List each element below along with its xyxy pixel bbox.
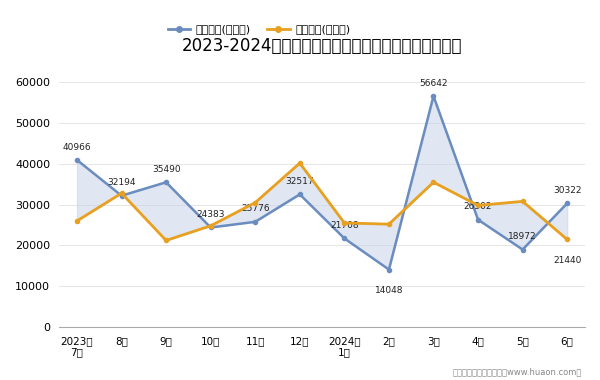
- Text: 24383: 24383: [196, 210, 225, 219]
- Text: 制图：华经产业研究院（www.huaon.com）: 制图：华经产业研究院（www.huaon.com）: [452, 367, 582, 376]
- Text: 21708: 21708: [330, 221, 359, 230]
- Line: 进口总额(万美元): 进口总额(万美元): [75, 161, 569, 242]
- Text: 40966: 40966: [62, 142, 91, 152]
- 进口总额(万美元): [341, 221, 348, 225]
- 进口总额(万美元): [163, 238, 170, 243]
- Line: 出口总额(万美元): 出口总额(万美元): [75, 94, 569, 272]
- Text: 32194: 32194: [107, 178, 136, 187]
- 出口总额(万美元): [519, 247, 526, 252]
- Text: 30322: 30322: [553, 186, 581, 195]
- 进口总额(万美元): [296, 161, 304, 165]
- 出口总额(万美元): [73, 158, 80, 162]
- 进口总额(万美元): [73, 218, 80, 223]
- Title: 2023-2024年哈尔滨市商品收发货人所在地进、出口额: 2023-2024年哈尔滨市商品收发货人所在地进、出口额: [182, 37, 463, 55]
- Legend: 出口总额(万美元), 进口总额(万美元): 出口总额(万美元), 进口总额(万美元): [163, 20, 355, 39]
- 出口总额(万美元): [563, 201, 571, 206]
- 出口总额(万美元): [163, 180, 170, 185]
- Text: 25776: 25776: [241, 204, 269, 214]
- 出口总额(万美元): [430, 94, 437, 98]
- Text: 14048: 14048: [374, 286, 403, 295]
- Text: 32517: 32517: [286, 177, 314, 186]
- 进口总额(万美元): [563, 237, 571, 242]
- 进口总额(万美元): [430, 180, 437, 185]
- 出口总额(万美元): [251, 220, 259, 224]
- 进口总额(万美元): [475, 203, 482, 208]
- Text: 56642: 56642: [419, 79, 448, 88]
- Text: 26302: 26302: [464, 202, 492, 211]
- Text: 21440: 21440: [553, 256, 581, 265]
- 进口总额(万美元): [118, 191, 125, 195]
- 出口总额(万美元): [296, 192, 304, 197]
- 出口总额(万美元): [385, 267, 392, 272]
- 出口总额(万美元): [207, 225, 214, 230]
- 进口总额(万美元): [519, 199, 526, 204]
- 出口总额(万美元): [341, 236, 348, 241]
- Text: 35490: 35490: [152, 165, 181, 174]
- 进口总额(万美元): [385, 222, 392, 226]
- 进口总额(万美元): [207, 223, 214, 228]
- Text: 18972: 18972: [508, 232, 537, 241]
- 进口总额(万美元): [251, 200, 259, 205]
- 出口总额(万美元): [118, 193, 125, 198]
- 出口总额(万美元): [475, 217, 482, 222]
